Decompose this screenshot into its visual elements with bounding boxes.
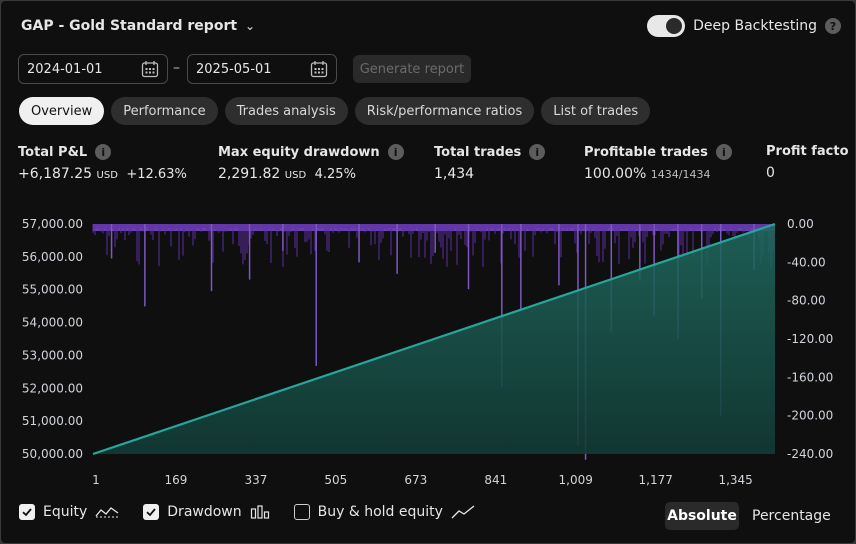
checkbox-checked-icon[interactable] [143, 504, 160, 520]
deep-backtesting-control: Deep Backtesting ? [647, 15, 841, 37]
metric-percent: 4.25% [314, 167, 356, 182]
tab-performance[interactable]: Performance [111, 97, 218, 125]
metric-total-pnl: Total P&L i +6,187.25 USD +12.63% [18, 144, 187, 182]
equity-chart: 57,000.00 56,000.00 55,000.00 54,000.00 53,0… [22, 217, 833, 487]
x-tick-label: 169 [165, 473, 188, 487]
metric-label: Total trades [434, 144, 522, 160]
y-right-tick-label: -240.00 [787, 447, 833, 461]
metric-unit: USD [284, 170, 307, 181]
metric-sub: 1434/1434 [650, 168, 711, 181]
metric-value: 100.00% [584, 166, 647, 182]
x-tick-label: 1 [92, 473, 100, 487]
y-left-tick-label: 54,000.00 [22, 316, 83, 330]
equity-line [92, 222, 776, 456]
calendar-icon[interactable] [310, 60, 328, 78]
trend-line-icon [451, 505, 475, 519]
date-range-separator: – [173, 60, 180, 76]
checkbox-unchecked-icon[interactable] [293, 504, 310, 520]
y-right-tick-label: -40.00 [787, 255, 826, 269]
absolute-toggle-button[interactable]: Absolute [665, 502, 739, 530]
tab-overview[interactable]: Overview [19, 97, 105, 125]
legend-drawdown-label: Drawdown [167, 504, 242, 520]
info-icon[interactable]: i [387, 144, 404, 160]
calendar-icon[interactable] [141, 60, 159, 78]
y-left-tick-label: 56,000.00 [22, 250, 83, 264]
tab-list-of-trades[interactable]: List of trades [541, 97, 651, 125]
metric-label: Profit facto [766, 144, 849, 159]
y-right-tick-label: 0.00 [787, 217, 814, 231]
help-icon[interactable]: ? [825, 18, 841, 34]
metric-value: 0 [766, 165, 775, 181]
metric-total-trades: Total trades i 1,434 [434, 144, 546, 182]
tab-risk-performance-ratios[interactable]: Risk/performance ratios [354, 97, 535, 125]
legend-buy-hold-label: Buy & hold equity [317, 504, 443, 520]
x-tick-label: 841 [484, 473, 507, 487]
start-date-input[interactable]: 2024-01-01 [18, 54, 168, 84]
end-date-input[interactable]: 2025-05-01 [187, 54, 337, 84]
metric-unit: USD [96, 170, 118, 181]
x-tick-label: 1,177 [639, 473, 673, 487]
y-right-tick-label: -200.00 [787, 409, 833, 423]
info-icon[interactable]: i [529, 144, 546, 160]
metric-value: 2,291.82 [218, 166, 281, 182]
y-left-tick-label: 57,000.00 [22, 217, 83, 231]
y-left-tick-label: 52,000.00 [22, 381, 83, 395]
chart-legend: Equity Drawdown Buy & hold equity [19, 504, 499, 520]
legend-equity-label: Equity [43, 504, 88, 520]
deep-backtesting-toggle[interactable] [647, 15, 686, 37]
y-left-tick-label: 51,000.00 [22, 414, 83, 428]
metric-percent: +12.63% [126, 167, 187, 182]
metric-value: 1,434 [434, 166, 475, 182]
percentage-toggle-button[interactable]: Percentage [752, 508, 831, 524]
report-tabs: Overview Performance Trades analysis Ris… [19, 97, 651, 125]
legend-equity[interactable]: Equity [19, 504, 119, 520]
metric-value: +6,187.25 [18, 166, 93, 182]
x-tick-label: 505 [324, 473, 347, 487]
y-left-tick-label: 55,000.00 [22, 283, 83, 297]
metric-profitable-trades: Profitable trades i 100.00% 1434/1434 [584, 144, 732, 182]
generate-report-button[interactable]: Generate report [353, 55, 471, 83]
drawdown-baseline-band [93, 224, 775, 231]
metric-label: Profitable trades [584, 144, 708, 160]
strategy-title-dropdown[interactable]: GAP - Gold Standard report ⌄ [21, 18, 255, 34]
equity-line-icon [95, 507, 119, 518]
legend-buy-hold[interactable]: Buy & hold equity [293, 504, 475, 520]
deep-backtesting-label: Deep Backtesting [693, 18, 817, 34]
y-right-tick-label: -120.00 [787, 332, 833, 346]
x-tick-label: 337 [244, 473, 267, 487]
start-date-value: 2024-01-01 [27, 61, 103, 77]
legend-drawdown[interactable]: Drawdown [143, 504, 269, 520]
x-tick-label: 1,345 [718, 473, 752, 487]
metric-label: Max equity drawdown [218, 144, 380, 160]
end-date-value: 2025-05-01 [196, 61, 272, 77]
metric-profit-factor: Profit facto 0 [766, 144, 849, 181]
y-right-tick-label: -80.00 [787, 294, 826, 308]
strategy-title: GAP - Gold Standard report [21, 18, 238, 34]
y-left-tick-label: 53,000.00 [22, 348, 83, 362]
chevron-down-icon: ⌄ [245, 19, 256, 33]
info-icon[interactable]: i [95, 144, 112, 160]
bar-chart-icon [250, 505, 269, 519]
metric-label: Total P&L [18, 144, 88, 160]
metric-max-drawdown: Max equity drawdown i 2,291.82 USD 4.25% [218, 144, 404, 182]
x-tick-label: 673 [404, 473, 427, 487]
info-icon[interactable]: i [715, 144, 732, 160]
y-right-tick-label: -160.00 [787, 370, 833, 384]
x-tick-label: 1,009 [559, 473, 593, 487]
y-left-tick-label: 50,000.00 [22, 447, 83, 461]
checkbox-checked-icon[interactable] [19, 504, 35, 520]
tab-trades-analysis[interactable]: Trades analysis [224, 97, 348, 125]
